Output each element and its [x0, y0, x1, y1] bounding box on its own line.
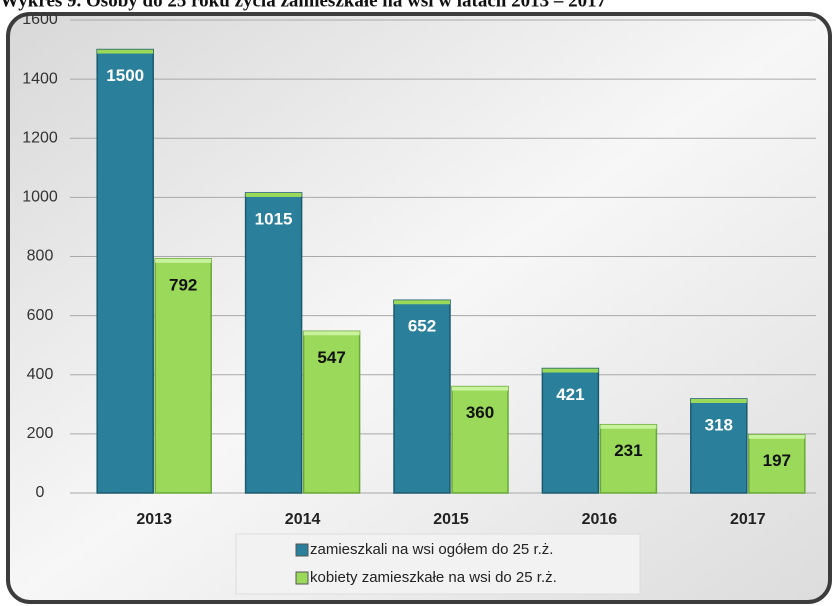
legend-label: kobiety zamieszkałe na wsi do 25 r.ż.	[310, 569, 557, 586]
value-label: 652	[408, 317, 436, 336]
y-tick-label: 0	[36, 484, 45, 501]
y-tick-label: 1400	[22, 70, 58, 87]
value-label: 231	[614, 441, 642, 460]
legend-swatch	[295, 571, 309, 585]
bar-top	[452, 386, 508, 391]
value-label: 1015	[255, 209, 293, 228]
value-label: 547	[317, 348, 345, 367]
bar-top	[155, 258, 212, 263]
bar-top	[748, 434, 805, 439]
bar	[541, 367, 600, 494]
value-label: 318	[705, 415, 733, 434]
x-tick-label: 2017	[730, 511, 766, 528]
bar-top	[542, 368, 599, 373]
bar-top	[97, 49, 154, 54]
bar	[599, 423, 658, 494]
bar	[690, 398, 748, 494]
legend-label: zamieszkali na wsi ogółem do 25 r.ż.	[310, 541, 553, 558]
y-tick-label: 1200	[22, 129, 58, 146]
y-tick-label: 600	[27, 307, 54, 324]
x-tick-label: 2014	[285, 511, 321, 528]
chart-title: Wykres 9. Osoby do 25 roku życia zamiesz…	[0, 0, 607, 11]
bar-top	[690, 398, 747, 403]
bar-top	[245, 192, 302, 197]
bar	[244, 192, 303, 494]
value-label: 1500	[106, 66, 144, 85]
value-label: 792	[169, 275, 197, 294]
bar-top	[600, 424, 657, 429]
y-tick-label: 1600	[22, 11, 58, 28]
value-label: 360	[466, 403, 494, 422]
y-tick-label: 800	[27, 248, 54, 265]
bar-top	[303, 331, 360, 336]
y-tick-label: 1000	[22, 189, 58, 206]
y-tick-label: 200	[27, 425, 54, 442]
x-tick-label: 2016	[582, 511, 618, 528]
value-label: 197	[763, 451, 791, 470]
x-tick-label: 2013	[136, 511, 172, 528]
value-label: 421	[556, 385, 584, 404]
bar	[451, 385, 509, 494]
x-tick-label: 2015	[433, 511, 469, 528]
bar	[96, 48, 154, 494]
bar-top	[394, 300, 450, 305]
legend-swatch	[295, 543, 309, 557]
bar	[748, 434, 806, 494]
y-tick-label: 400	[27, 366, 54, 383]
